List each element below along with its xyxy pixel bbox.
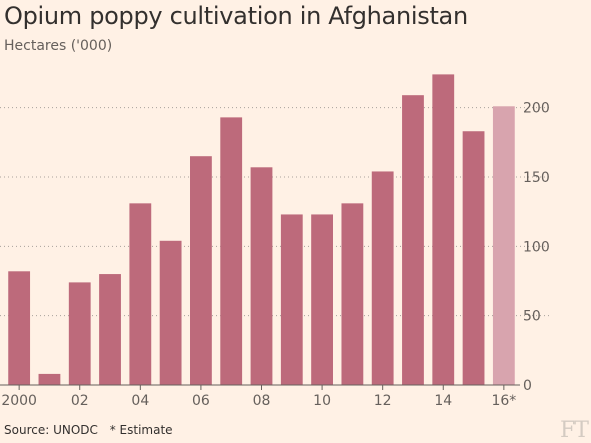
chart-title: Opium poppy cultivation in Afghanistan bbox=[4, 2, 468, 30]
y-tick-label: 150 bbox=[523, 170, 550, 186]
chart-footer: Source: UNODC * Estimate bbox=[4, 423, 173, 437]
bar-2011 bbox=[341, 203, 364, 385]
y-tick-label: 200 bbox=[523, 101, 550, 117]
bar-2013 bbox=[402, 95, 424, 385]
gridlines bbox=[0, 107, 552, 317]
bar-2003 bbox=[99, 274, 121, 385]
bar-2000 bbox=[8, 271, 31, 385]
bar-2007 bbox=[220, 117, 243, 385]
bar-2005 bbox=[159, 240, 182, 385]
estimate-note: * Estimate bbox=[109, 423, 173, 437]
bar-2009 bbox=[280, 214, 303, 385]
x-tick-label: 10 bbox=[313, 393, 331, 409]
bar-2008 bbox=[250, 167, 273, 385]
x-tick-label: 06 bbox=[192, 393, 210, 409]
x-tick-label: 2000 bbox=[1, 393, 37, 409]
ft-logo: FT bbox=[560, 418, 589, 443]
y-axis: 0 50 100 150 200 bbox=[523, 101, 550, 394]
bars bbox=[8, 74, 515, 386]
bar-2004 bbox=[129, 203, 152, 385]
chart-subtitle: Hectares ('000) bbox=[4, 38, 113, 54]
y-tick-label: 0 bbox=[523, 378, 532, 394]
bar-2012 bbox=[371, 171, 394, 385]
x-tick-label: 14 bbox=[434, 393, 452, 409]
x-tick-label: 08 bbox=[253, 393, 271, 409]
bar-2006 bbox=[190, 156, 212, 385]
bar-2016 bbox=[492, 106, 515, 385]
y-tick-label: 50 bbox=[523, 309, 541, 325]
x-tick-label: 12 bbox=[374, 393, 392, 409]
bar-2014 bbox=[432, 74, 455, 386]
bar-2015 bbox=[462, 131, 485, 385]
bar-2001 bbox=[38, 373, 61, 385]
x-tick-label: 16* bbox=[491, 393, 516, 409]
x-tick-label: 02 bbox=[71, 393, 89, 409]
y-tick-label: 100 bbox=[523, 239, 550, 255]
x-axis: 2000 02 04 06 08 10 12 14 16* bbox=[0, 384, 520, 409]
source-note: Source: UNODC bbox=[4, 423, 98, 437]
bar-2010 bbox=[311, 214, 333, 385]
bar-2002 bbox=[68, 282, 91, 385]
x-tick-label: 04 bbox=[131, 393, 149, 409]
